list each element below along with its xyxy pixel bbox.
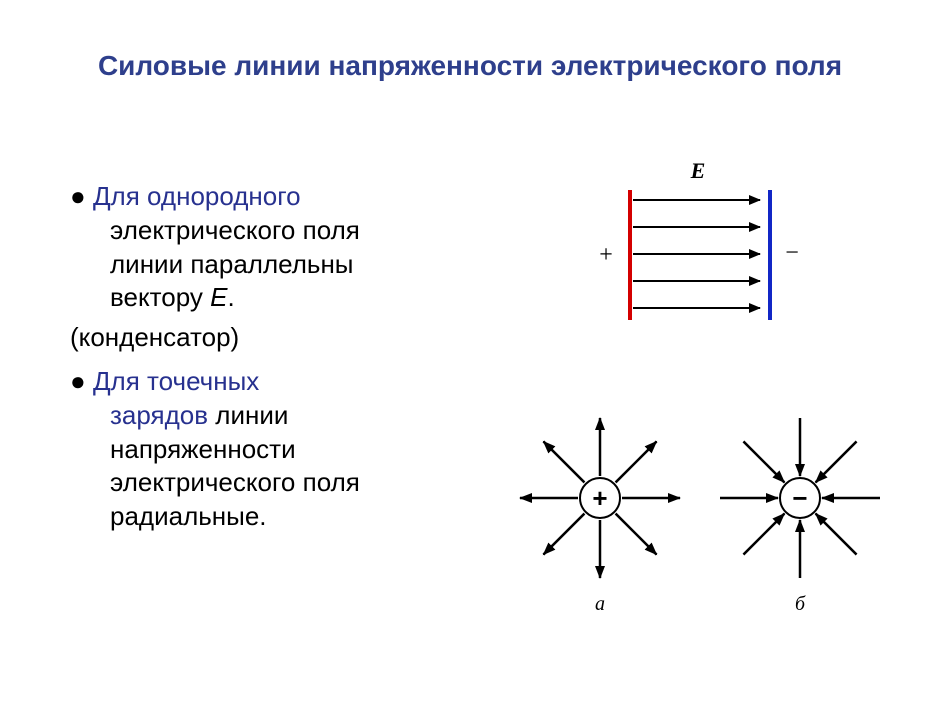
bullet-2-line3: напряженности (70, 433, 470, 467)
bullet-2-lead-1: Для точечных (93, 366, 259, 396)
bullet-2-line2: зарядов линии (70, 399, 470, 433)
bullet-dot: ● (70, 180, 93, 214)
minus-label: − (785, 240, 799, 266)
charge-sign: − (792, 483, 807, 513)
bullet-1: ● Для однородного электрического поля ли… (70, 180, 470, 315)
vector-E-symbol: E (210, 282, 227, 312)
radial-field-line (616, 441, 657, 482)
radial-svg: + а − б (470, 380, 910, 640)
E-label: E (690, 158, 706, 183)
radial-field-line (543, 514, 584, 555)
radial-field-line (743, 514, 784, 555)
charge-sign: + (592, 483, 607, 513)
radial-field-line (816, 441, 857, 482)
bullet-dot: ● (70, 365, 93, 399)
radial-field-line (816, 514, 857, 555)
bullet-1-line4: вектору E. (70, 281, 470, 315)
subfigure-caption: а (595, 593, 605, 615)
bullet-1-line3: линии параллельны (70, 248, 470, 282)
radial-field-line (543, 441, 584, 482)
slide: Силовые линии напряженности электрическо… (0, 0, 940, 705)
bullet-2: ● Для точечных зарядов линии напряженнос… (70, 365, 470, 534)
text-content: ● Для однородного электрического поля ли… (70, 180, 470, 540)
radial-figure: + а − б (470, 380, 910, 640)
capacitor-figure: E + − (520, 150, 880, 350)
radial-field-line (743, 441, 784, 482)
radial-field-line (616, 514, 657, 555)
plus-label: + (599, 242, 613, 268)
capacitor-svg: E + − (520, 150, 880, 350)
paren-note: (конденсатор) (70, 321, 470, 355)
bullet-1-line2: электрического поля (70, 214, 470, 248)
subfigure-caption: б (795, 593, 806, 615)
bullet-2-line4: электрического поля (70, 466, 470, 500)
bullet-1-lead: Для однородного (93, 181, 301, 211)
bullet-2-line5: радиальные. (70, 500, 470, 534)
page-title: Силовые линии напряженности электрическо… (60, 50, 880, 82)
